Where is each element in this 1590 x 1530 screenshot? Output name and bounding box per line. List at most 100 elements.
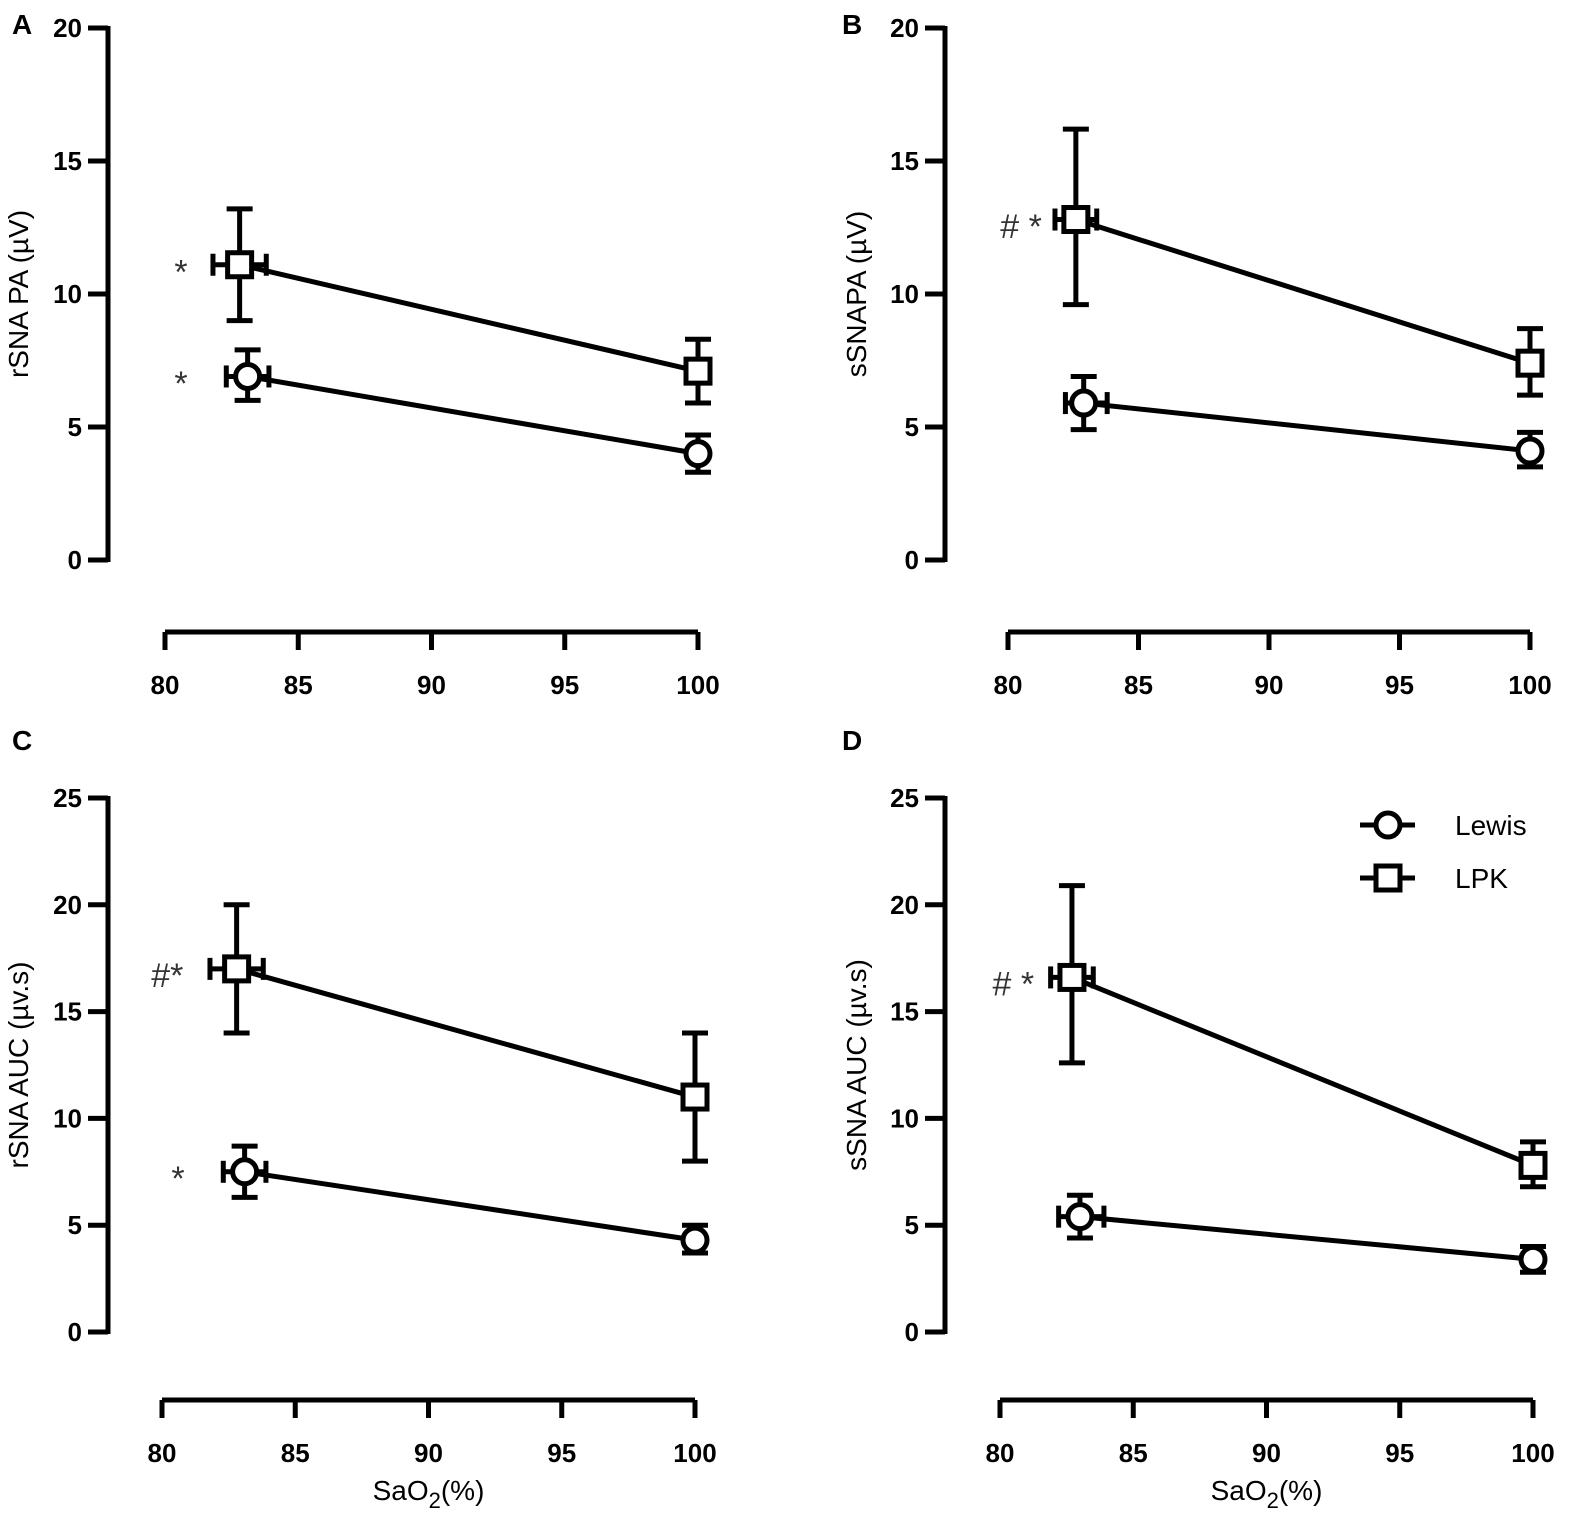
legend-label: LPK [1455,863,1508,894]
y-axis-title: sSNAPA (µV) [841,211,872,378]
x-tick-label: 80 [994,670,1023,700]
significance-marker: * [174,365,187,403]
series-lewis [220,1143,710,1256]
x-tick-label: 100 [1511,1438,1554,1468]
y-axis-title: rSNA AUC (µv.s) [3,962,34,1169]
panel-letter-b: B [842,9,862,40]
data-point-square [1518,1150,1548,1180]
y-tick-label: 15 [53,997,82,1027]
y-tick-label: 20 [890,13,919,43]
panel-letter-d: D [842,725,862,756]
y-tick-label: 0 [68,545,82,575]
y-axis-title: sSNA AUC (µv.s) [841,959,872,1171]
series-lewis [223,347,713,475]
series-lewis [1056,1192,1548,1275]
significance-marker: * [171,1160,184,1198]
x-tick-label: 90 [1252,1438,1281,1468]
y-tick-label: 5 [905,412,919,442]
data-point-circle [1515,436,1545,466]
y-tick-label: 10 [53,1103,82,1133]
x-tick-label: 95 [1385,1438,1414,1468]
y-tick-label: 5 [68,1210,82,1240]
y-axis-title: rSNA PA (µV) [3,210,34,378]
legend-label: Lewis [1455,810,1527,841]
x-tick-label: 100 [673,1438,716,1468]
data-point-square [680,1082,710,1112]
x-tick-label: 80 [986,1438,1015,1468]
data-point-circle [233,361,263,391]
series-line-lewis [247,373,699,457]
legend-item-lpk: LPK [1360,863,1508,894]
series-line-lewis [1083,400,1531,454]
x-tick-label: 85 [1119,1438,1148,1468]
x-tick-label: 80 [151,670,180,700]
panel-d: D 0 5 10 15 20 25 80 85 90 95 100 sSNA AUC (µv.s) SaO… [841,725,1555,1513]
y-tick-label: 5 [68,412,82,442]
panel-a: A 0 5 10 15 20 80 85 90 95 100 rSNA PA (µV) * * [3,9,720,700]
significance-marker: # * [993,966,1035,1004]
data-point-square [225,250,255,280]
x-tick-label: 100 [676,670,719,700]
series-line-lpk [239,262,699,374]
series-line-lpk [235,966,696,1100]
y-tick-label: 0 [905,545,919,575]
legend: Lewis LPK [1360,810,1527,894]
data-point-square [683,356,713,386]
series-lpk [210,206,713,406]
series-lpk [1052,126,1545,398]
x-tick-label: 95 [1385,670,1414,700]
data-point-square [222,954,252,984]
x-tick-label: 100 [1508,670,1551,700]
series-line-lewis [1079,1214,1534,1262]
data-point-circle [230,1157,260,1187]
x-tick-label: 80 [148,1438,177,1468]
y-tick-label: 25 [53,783,82,813]
data-point-circle [680,1225,710,1255]
series-line-lpk [1071,975,1534,1168]
significance-marker: #* [151,957,183,995]
y-tick-label: 25 [890,783,919,813]
x-axis-title: SaO2(%) [1211,1475,1323,1513]
x-tick-label: 85 [1124,670,1153,700]
legend-item-lewis: Lewis [1360,810,1527,841]
data-point-circle [1069,388,1099,418]
panel-letter-a: A [12,9,32,40]
data-point-square [1057,962,1087,992]
data-point-square [1515,348,1545,378]
x-tick-label: 90 [1255,670,1284,700]
y-tick-label: 20 [890,890,919,920]
significance-marker: * [174,253,187,291]
x-axis-title: SaO2(%) [373,1475,485,1513]
legend-marker-circle [1373,810,1403,840]
panel-letter-c: C [12,725,32,756]
significance-marker: # * [1000,208,1042,246]
panel-b: B 0 5 10 15 20 80 85 90 95 100 sSNAPA (µV) # * [841,9,1552,700]
y-tick-label: 20 [53,890,82,920]
legend-marker-square [1373,863,1403,893]
series-lpk [1048,883,1548,1190]
x-tick-label: 95 [550,670,579,700]
y-tick-label: 0 [68,1317,82,1347]
x-tick-label: 85 [284,670,313,700]
y-tick-label: 10 [890,1103,919,1133]
y-tick-label: 10 [53,279,82,309]
y-tick-label: 15 [890,146,919,176]
y-tick-label: 15 [890,997,919,1027]
y-tick-label: 5 [905,1210,919,1240]
y-tick-label: 10 [890,279,919,309]
panel-c: C 0 5 10 15 20 25 80 85 90 95 100 rSNA AUC (µv.s) SaO… [3,725,717,1513]
data-point-circle [1065,1202,1095,1232]
y-tick-label: 15 [53,146,82,176]
y-tick-label: 0 [905,1317,919,1347]
series-lpk [207,902,710,1164]
y-tick-label: 20 [53,13,82,43]
data-point-circle [683,439,713,469]
x-tick-label: 95 [547,1438,576,1468]
x-tick-label: 90 [414,1438,443,1468]
data-point-circle [1518,1244,1548,1274]
series-line-lpk [1075,217,1531,366]
data-point-square [1061,205,1091,235]
series-lewis [1062,373,1545,470]
x-tick-label: 90 [417,670,446,700]
